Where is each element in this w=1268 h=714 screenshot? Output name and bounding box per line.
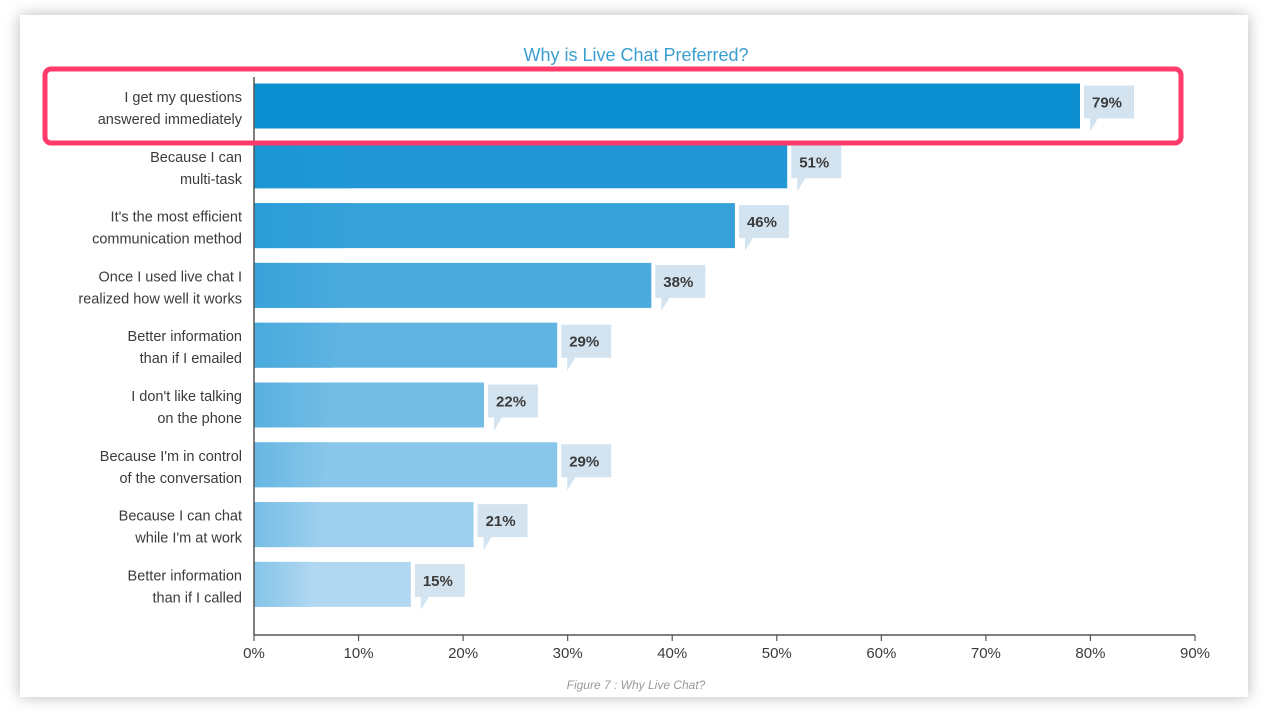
x-tick-label: 70% [971,645,1001,662]
category-label: Because I can chat while I'm at work [119,509,243,547]
bar [254,83,1080,129]
bar-row: 46% It's the most efficient communication … [92,203,789,252]
value-label: 15% [423,573,453,590]
value-label: 51% [799,154,829,171]
bar-row: 29% Because I'm in control of the conversa… [100,442,612,491]
highlight-box [42,66,1184,146]
value-label-bubble [1083,85,1134,132]
value-label-bubble [477,504,528,551]
category-label: Because I can multi-task [150,150,243,188]
x-tick-label: 50% [762,645,792,662]
x-tick-label: 0% [243,645,265,662]
chart-title: Why is Live Chat Preferred? [523,45,748,65]
x-tick-label: 60% [866,645,896,662]
chart-frame: Why is Live Chat Preferred? 79% I get my … [20,15,1248,697]
x-tick-label: 20% [448,645,478,662]
x-tick-label: 90% [1180,645,1210,662]
category-label: Better information than if I emailed [128,329,242,367]
value-label: 22% [496,394,526,411]
bar-row: 51% Because I can multi-task [150,143,842,192]
bar-accent [254,262,346,308]
category-label: It's the most efficient communication met… [92,210,242,248]
bar-row: 79% I get my questions answered immediatel… [98,83,1134,132]
bar-accent [254,322,340,368]
value-label: 46% [747,214,777,231]
bar-accent [254,442,328,488]
category-label: I don't like talking on the phone [131,389,242,427]
x-axis: 0% 10% 20% 30% 40% 50% 60% 70% 80% 90% [243,77,1210,662]
value-label-bubble [791,145,842,192]
category-label: Better information than if I called [128,568,242,606]
value-label: 29% [569,453,599,470]
value-label-bubble [655,264,706,311]
x-tick-label: 10% [344,645,374,662]
bar-accent [254,502,322,548]
bar-row: 22% I don't like talking on the phone [131,382,539,431]
value-label-bubble [414,563,465,610]
bar-accent [254,561,316,607]
bar-row: 29% Better information than if I emailed [128,322,612,371]
bar-accent [254,203,352,249]
x-tick-label: 30% [553,645,583,662]
value-label: 21% [486,513,516,530]
category-label: Because I'm in control of the conversatio… [100,449,242,487]
x-tick-label: 40% [657,645,687,662]
bar-row: 15% Better information than if I called [128,561,465,610]
bar-chart: Why is Live Chat Preferred? 79% I get my … [42,45,1210,692]
bar-accent [254,83,364,129]
value-label: 38% [663,274,693,291]
value-label-bubble [738,205,789,252]
value-label-bubble [488,384,539,431]
value-label: 79% [1092,95,1122,112]
bar-accent [254,143,358,189]
value-label-bubble [561,324,612,371]
value-label-bubble [561,444,612,491]
x-tick-label: 80% [1075,645,1105,662]
category-label: I get my questions answered immediately [98,90,243,128]
bar-row: 21% Because I can chat while I'm at work [119,502,528,551]
figure-caption: Figure 7 : Why Live Chat? [567,678,706,692]
value-label: 29% [569,334,599,351]
bars-group: 79% I get my questions answered immediatel… [78,83,1134,610]
bar-accent [254,382,334,428]
